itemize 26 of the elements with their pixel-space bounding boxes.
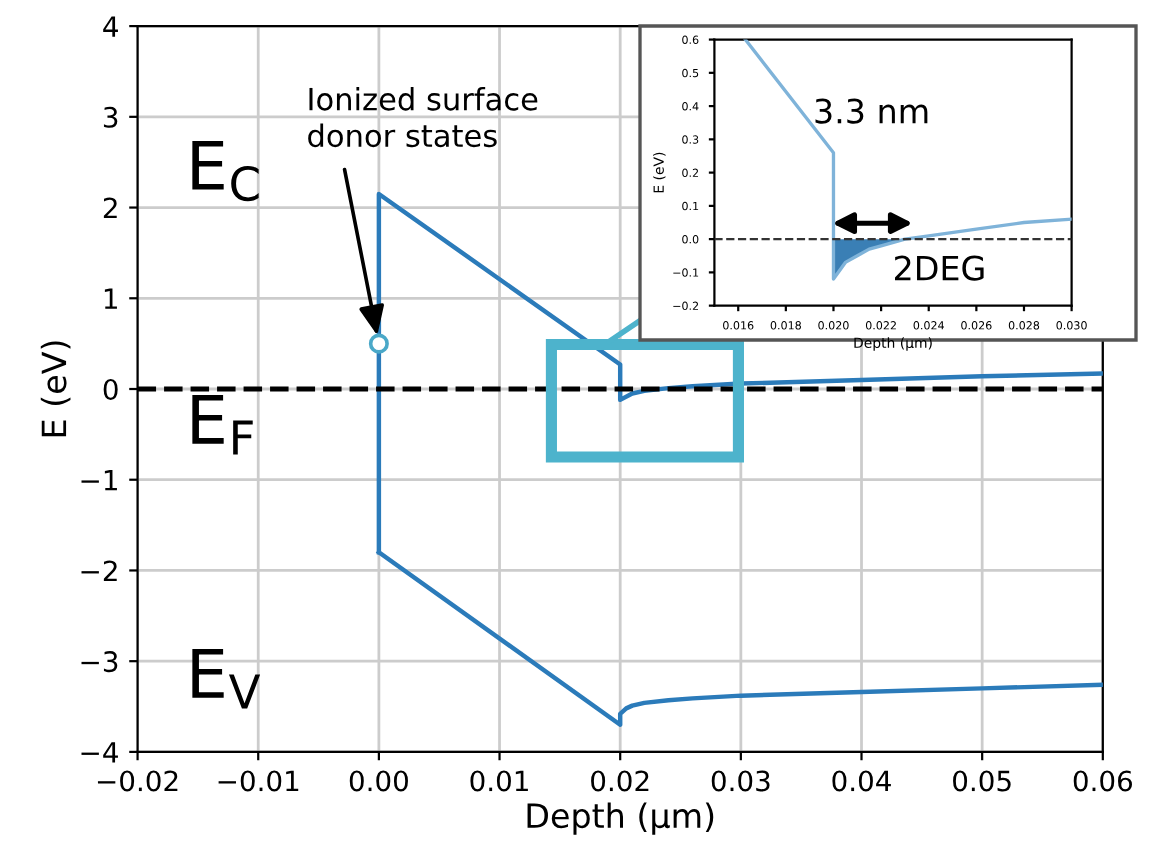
y-tick-label: 1 (104, 288, 117, 309)
annotation: E$_{F}$ (192, 395, 253, 455)
x-axis-title: Depth (μm) (527, 802, 714, 835)
x-tick-label: 0.04 (832, 770, 891, 792)
y-tick-label: −2 (81, 560, 117, 582)
annotation: E$_{C}$ (192, 140, 259, 202)
annotation: 3.3 nm (815, 98, 928, 124)
y-tick-label: 3 (103, 106, 118, 128)
x-tick-label: 0.02 (591, 770, 649, 792)
x-tick-label: 0.06 (1073, 770, 1132, 792)
y-tick-label: −4 (81, 742, 118, 763)
annotation: Ionized surface donor states (308, 87, 538, 148)
x-tick-label: 0.01 (470, 770, 528, 792)
y-axis-title: E (eV) (40, 341, 71, 437)
annotation: E$_{V}$ (192, 649, 261, 709)
x-tick-label: −0.02 (97, 770, 178, 792)
x-tick-label: −0.01 (218, 770, 299, 792)
y-tick-label: 2 (103, 197, 117, 219)
y-tick-label: −3 (81, 651, 118, 673)
y-tick-label: 4 (103, 16, 118, 37)
annotation: 2DEG (895, 255, 984, 281)
y-tick-label: 0 (103, 378, 118, 400)
y-tick-label: −1 (81, 470, 117, 491)
x-tick-label: 0.03 (711, 770, 770, 792)
x-tick-label: 0.05 (953, 770, 1011, 792)
x-tick-label: 0.00 (349, 770, 408, 792)
